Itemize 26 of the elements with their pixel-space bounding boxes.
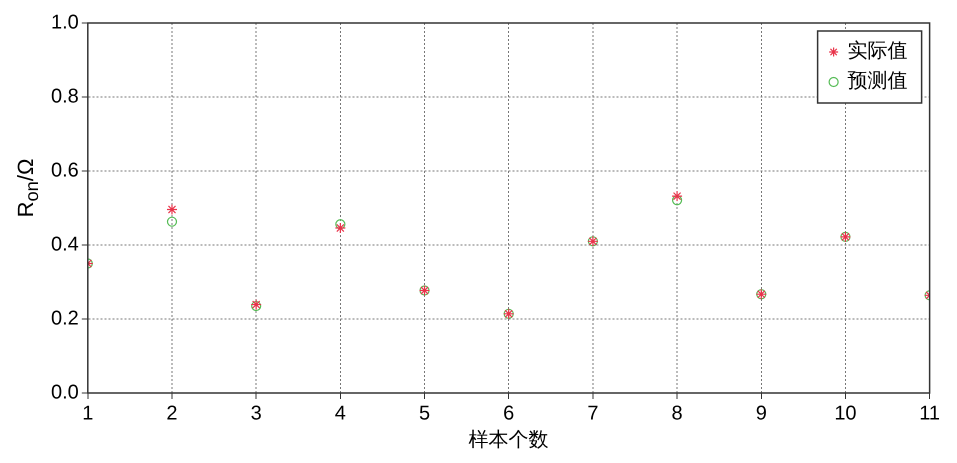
point [334,222,346,234]
y-tick-label: 0.4 [50,234,79,256]
point [671,190,683,202]
y-tick-label: 0.8 [50,86,79,108]
legend-label: 实际值 [848,38,908,62]
x-tick-label: 3 [250,402,262,425]
y-tick-label: 0.0 [50,382,79,404]
x-tick-label: 11 [919,402,940,425]
point [335,219,346,230]
x-tick-label: 5 [418,402,430,425]
point [672,195,682,206]
x-tick-label: 4 [334,402,346,425]
y-tick-label: 1.0 [50,12,79,34]
x-tick-label: 1 [82,402,94,425]
x-tick-label: 8 [672,402,683,425]
x-tick-label: 10 [834,402,857,425]
point [166,216,178,227]
x-tick-label: 6 [503,402,514,425]
x-tick-label: 2 [166,402,178,425]
x-tick-label: 9 [756,402,767,425]
y-tick-label: 0.2 [50,308,79,330]
point [166,204,178,216]
x-axis-title: 样本个数 [468,427,549,452]
legend-label: 预测值 [848,68,908,92]
x-tick-label: 7 [587,402,598,425]
y-tick-label: 0.6 [50,160,79,182]
